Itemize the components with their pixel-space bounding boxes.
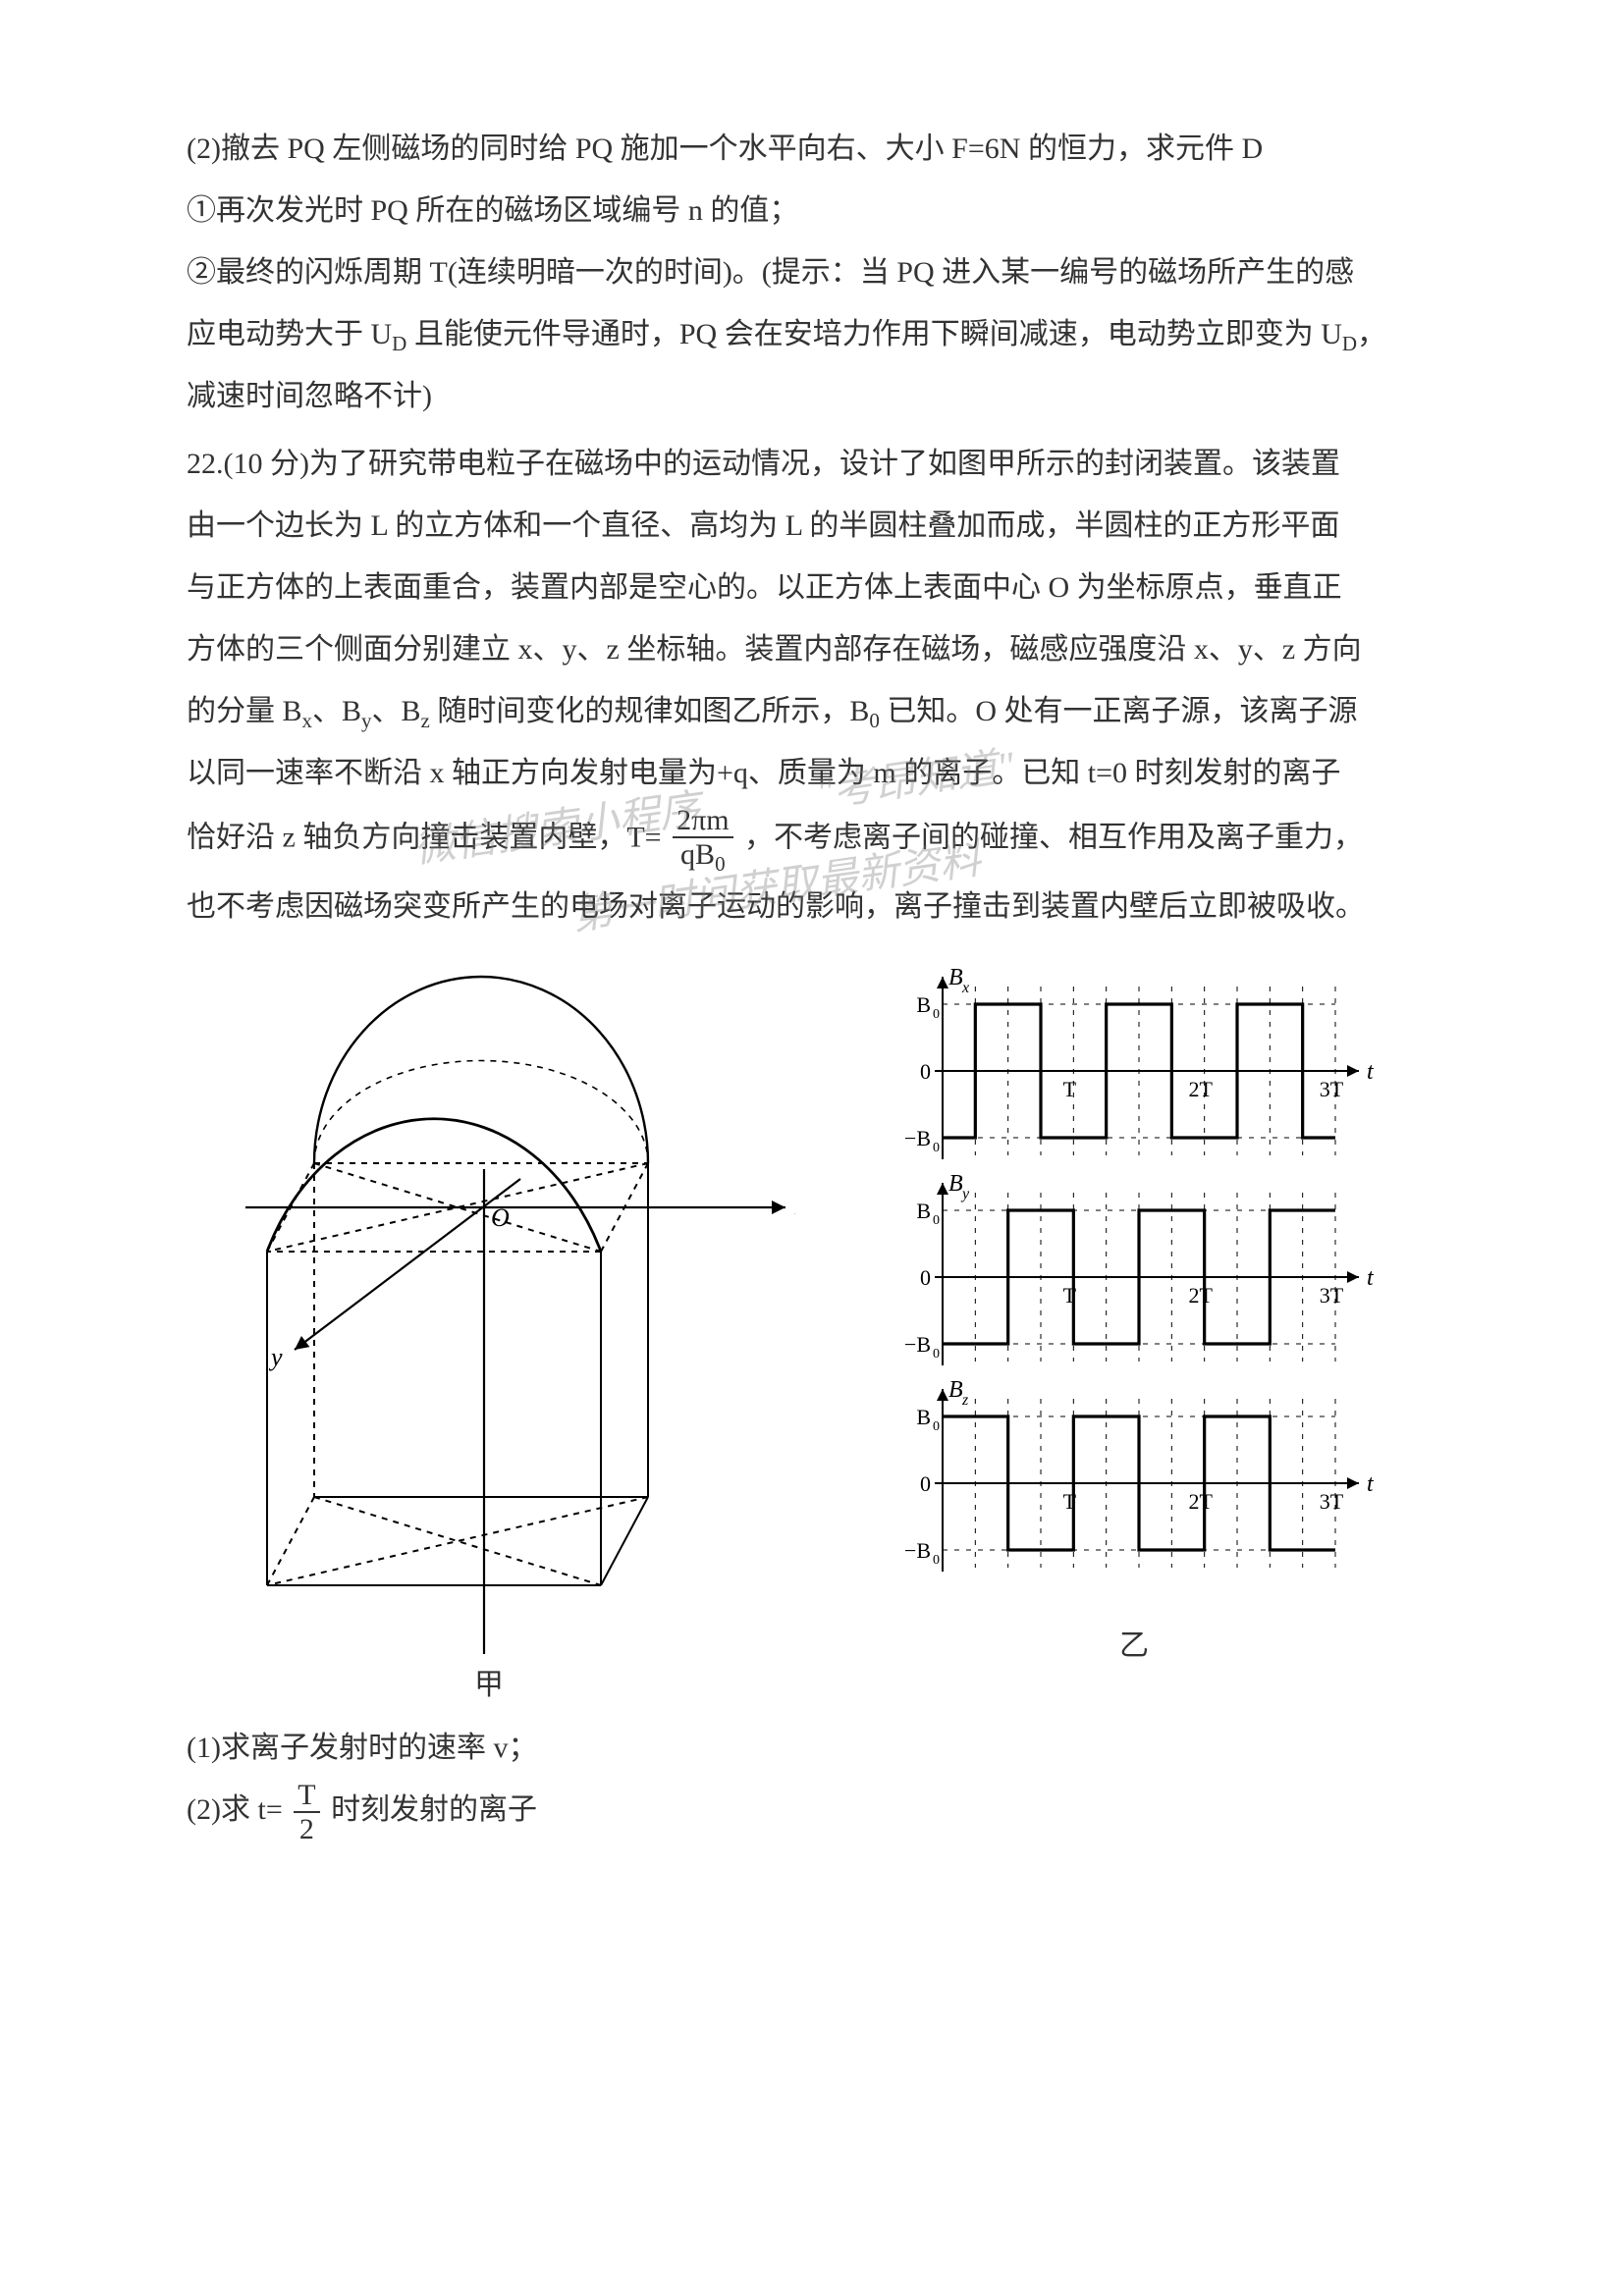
svg-text:0: 0 [933, 1347, 940, 1362]
s2-top: T [294, 1779, 319, 1813]
caption-jia: 甲 [187, 1660, 795, 1703]
svg-text:t: t [1367, 1471, 1375, 1497]
frac-top: 2πm [673, 804, 732, 838]
svg-text:0: 0 [920, 1265, 931, 1290]
svg-text:0: 0 [920, 1059, 931, 1084]
l5b: 、B [312, 695, 361, 727]
q22-line-4: 方体的三个侧面分别建立 x、y、z 坐标轴。装置内部存在磁场，磁感应强度沿 x、… [187, 618, 1437, 680]
frac-bot: qB0 [673, 838, 732, 876]
l7a: 恰好沿 z 轴负方向撞击装置内壁，T= [187, 822, 662, 854]
svg-text:y: y [268, 1343, 283, 1371]
svg-text:2T: 2T [1188, 1077, 1213, 1101]
b0-sub: 0 [869, 709, 880, 732]
fig-yi-svg: tBxB00−B0T2T3TtByB00−B0T2T3TtBzB00−B0T2T… [835, 947, 1384, 1615]
bz-sub: z [421, 709, 430, 732]
svg-text:0: 0 [933, 1553, 940, 1568]
l5d: 随时间变化的规律如图乙所示，B [430, 695, 870, 727]
svg-text:B: B [948, 1171, 963, 1197]
t3: ， [1357, 318, 1386, 350]
svg-text:B: B [916, 1199, 931, 1223]
s2-bot: 2 [294, 1813, 319, 1845]
svg-text:0: 0 [933, 1213, 940, 1228]
svg-text:3T: 3T [1320, 1283, 1344, 1308]
q21-line-3a: ②最终的闪烁周期 T(连续明暗一次的时间)。(提示：当 PQ 进入某一编号的磁场… [187, 241, 1437, 303]
svg-text:t: t [1367, 1265, 1375, 1291]
svg-text:3T: 3T [1320, 1489, 1344, 1514]
svg-text:t: t [1367, 1059, 1375, 1085]
t2: 且能使元件导通时，PQ 会在安培力作用下瞬间减速，电动势立即变为 U [406, 318, 1342, 350]
ud-sub-2: D [1342, 332, 1357, 355]
svg-text:T: T [1063, 1077, 1077, 1101]
q22-line-1: 22.(10 分)为了研究带电粒子在磁场中的运动情况，设计了如图甲所示的封闭装置… [187, 433, 1437, 495]
q22-line-5: 的分量 Bx、By、Bz 随时间变化的规律如图乙所示，B0 已知。O 处有一正离… [187, 680, 1437, 742]
formula-T-half: T 2 [294, 1779, 319, 1845]
q22-line-6: 以同一速率不断沿 x 轴正方向发射电量为+q、质量为 m 的离子。已知 t=0 … [187, 742, 1437, 804]
svg-text:y: y [960, 1186, 970, 1202]
figure-jia: xyzO 甲 [187, 947, 795, 1703]
svg-text:x: x [794, 1192, 795, 1220]
formula-T: 2πm qB0 [673, 804, 732, 876]
l5e: 已知。O 处有一正离子源，该离子源 [880, 695, 1358, 727]
q22-line-3: 与正方体的上表面重合，装置内部是空心的。以正方体上表面中心 O 为坐标原点，垂直… [187, 557, 1437, 618]
frac-bot-txt: qB [680, 838, 715, 871]
q22-line-8: 也不考虑因磁场突变所产生的电场对离子运动的影响，离子撞击到装置内壁后立即被吸收。 [187, 876, 1437, 937]
q21-line-1: (2)撤去 PQ 左侧磁场的同时给 PQ 施加一个水平向右、大小 F=6N 的恒… [187, 118, 1437, 180]
svg-text:x: x [961, 980, 969, 996]
q22-line-2: 由一个边长为 L 的立方体和一个直径、高均为 L 的半圆柱叠加而成，半圆柱的正方… [187, 495, 1437, 557]
s2b: 时刻发射的离子 [331, 1793, 537, 1826]
t1: 应电动势大于 U [187, 318, 392, 350]
svg-text:0: 0 [920, 1471, 931, 1496]
svg-text:−B: −B [904, 1126, 931, 1150]
frac-bot-sub: 0 [715, 852, 726, 876]
by-sub: y [361, 709, 372, 732]
q21-line-2: ①再次发光时 PQ 所在的磁场区域编号 n 的值； [187, 180, 1437, 241]
q21-line-3c: 减速时间忽略不计) [187, 365, 1437, 427]
bx-sub: x [302, 709, 313, 732]
svg-text:0: 0 [933, 1141, 940, 1155]
svg-text:−B: −B [904, 1538, 931, 1563]
svg-text:B: B [948, 965, 963, 990]
svg-text:B: B [916, 1405, 931, 1429]
caption-yi: 乙 [835, 1621, 1437, 1664]
svg-text:B: B [916, 992, 931, 1017]
svg-text:3T: 3T [1320, 1077, 1344, 1101]
svg-text:2T: 2T [1188, 1283, 1213, 1308]
svg-text:−B: −B [904, 1332, 931, 1357]
figure-yi: tBxB00−B0T2T3TtByB00−B0T2T3TtBzB00−B0T2T… [835, 947, 1437, 1664]
svg-text:0: 0 [933, 1419, 940, 1434]
q22-line-7: 恰好沿 z 轴负方向撞击装置内壁，T= 2πm qB0 ，不考虑离子间的碰撞、相… [187, 804, 1437, 876]
svg-text:2T: 2T [1188, 1489, 1213, 1514]
svg-text:0: 0 [933, 1007, 940, 1022]
l5a: 的分量 B [187, 695, 302, 727]
s2a: (2)求 t= [187, 1793, 283, 1826]
fig-jia-svg: xyzO [187, 947, 795, 1654]
ud-sub-1: D [392, 332, 406, 355]
l5c: 、B [372, 695, 421, 727]
subq-2: (2)求 t= T 2 时刻发射的离子 [187, 1779, 1437, 1845]
svg-text:B: B [948, 1377, 963, 1403]
svg-text:z: z [961, 1392, 969, 1409]
page: (2)撤去 PQ 左侧磁场的同时给 PQ 施加一个水平向右、大小 F=6N 的恒… [0, 0, 1624, 2296]
svg-text:O: O [491, 1203, 510, 1232]
figure-row: xyzO 甲 tBxB00−B0T2T3TtByB00−B0T2T3TtBzB0… [187, 947, 1437, 1703]
subq-1: (1)求离子发射时的速率 v； [187, 1717, 1437, 1779]
l7b: ，不考虑离子间的碰撞、相互作用及离子重力， [744, 822, 1363, 854]
q21-line-3b: 应电动势大于 UD 且能使元件导通时，PQ 会在安培力作用下瞬间减速，电动势立即… [187, 303, 1437, 365]
